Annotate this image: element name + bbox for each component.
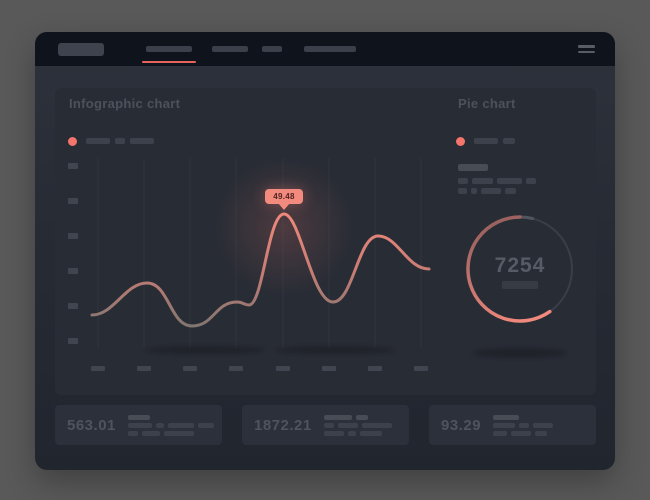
y-tick-placeholder <box>68 163 78 169</box>
dashboard-panel <box>55 88 596 395</box>
nav-item-3-label-placeholder <box>262 46 282 52</box>
legend-label-placeholder <box>115 138 125 144</box>
pie-subtitle-placeholder <box>458 164 488 171</box>
x-label-placeholder <box>368 366 382 371</box>
stat-card-3-value: 93.29 <box>441 416 482 434</box>
stat-card-1: 563.01 <box>55 405 222 445</box>
legend-label-placeholder <box>86 138 110 144</box>
stat-card-2-text-placeholder <box>323 414 392 436</box>
infographic-legend <box>68 136 154 146</box>
legend-dot-icon <box>456 136 465 146</box>
menu-icon[interactable] <box>578 45 595 53</box>
x-label-placeholder <box>276 366 290 371</box>
x-label-placeholder <box>183 366 197 371</box>
legend-label-placeholder <box>130 138 154 144</box>
donut-center-label-placeholder <box>502 281 538 289</box>
legend-label-placeholder <box>503 138 515 144</box>
nav-item-3[interactable] <box>262 32 282 66</box>
pie-text-line-placeholder <box>458 188 516 194</box>
stat-card-3-text-placeholder <box>493 414 554 436</box>
nav-item-4-label-placeholder <box>304 46 356 52</box>
x-label-placeholder <box>91 366 105 371</box>
pie-legend <box>456 136 515 146</box>
nav-item-1-active[interactable] <box>142 32 196 66</box>
stat-card-3: 93.29 <box>429 405 596 445</box>
y-tick-placeholder <box>68 198 78 204</box>
app-window: Infographic chart 49.48 Pie chart <box>35 32 615 470</box>
stat-card-1-text-placeholder <box>127 414 214 436</box>
nav-item-2[interactable] <box>212 32 248 66</box>
pie-text-line-placeholder <box>458 178 536 184</box>
logo[interactable] <box>58 42 104 56</box>
pie-chart-title: Pie chart <box>458 96 516 111</box>
infographic-chart-title: Infographic chart <box>69 96 181 111</box>
nav-item-4[interactable] <box>304 32 356 66</box>
x-label-placeholder <box>414 366 428 371</box>
donut-center-value: 7254 <box>494 254 546 277</box>
stat-card-1-value: 563.01 <box>67 416 116 434</box>
legend-label-placeholder <box>474 138 498 144</box>
legend-dot-icon <box>68 136 77 146</box>
top-navigation-bar <box>35 32 615 66</box>
nav-item-2-label-placeholder <box>212 46 248 52</box>
y-tick-placeholder <box>68 233 78 239</box>
nav-item-1-label-placeholder <box>146 46 192 52</box>
y-tick-placeholder <box>68 268 78 274</box>
active-tab-underline <box>142 61 196 63</box>
peak-tooltip: 49.48 <box>265 189 303 204</box>
x-label-placeholder <box>137 366 151 371</box>
stat-card-2-value: 1872.21 <box>254 416 312 434</box>
y-tick-placeholder <box>68 303 78 309</box>
y-tick-placeholder <box>68 338 78 344</box>
stat-card-2: 1872.21 <box>242 405 409 445</box>
x-label-placeholder <box>229 366 243 371</box>
x-label-placeholder <box>322 366 336 371</box>
